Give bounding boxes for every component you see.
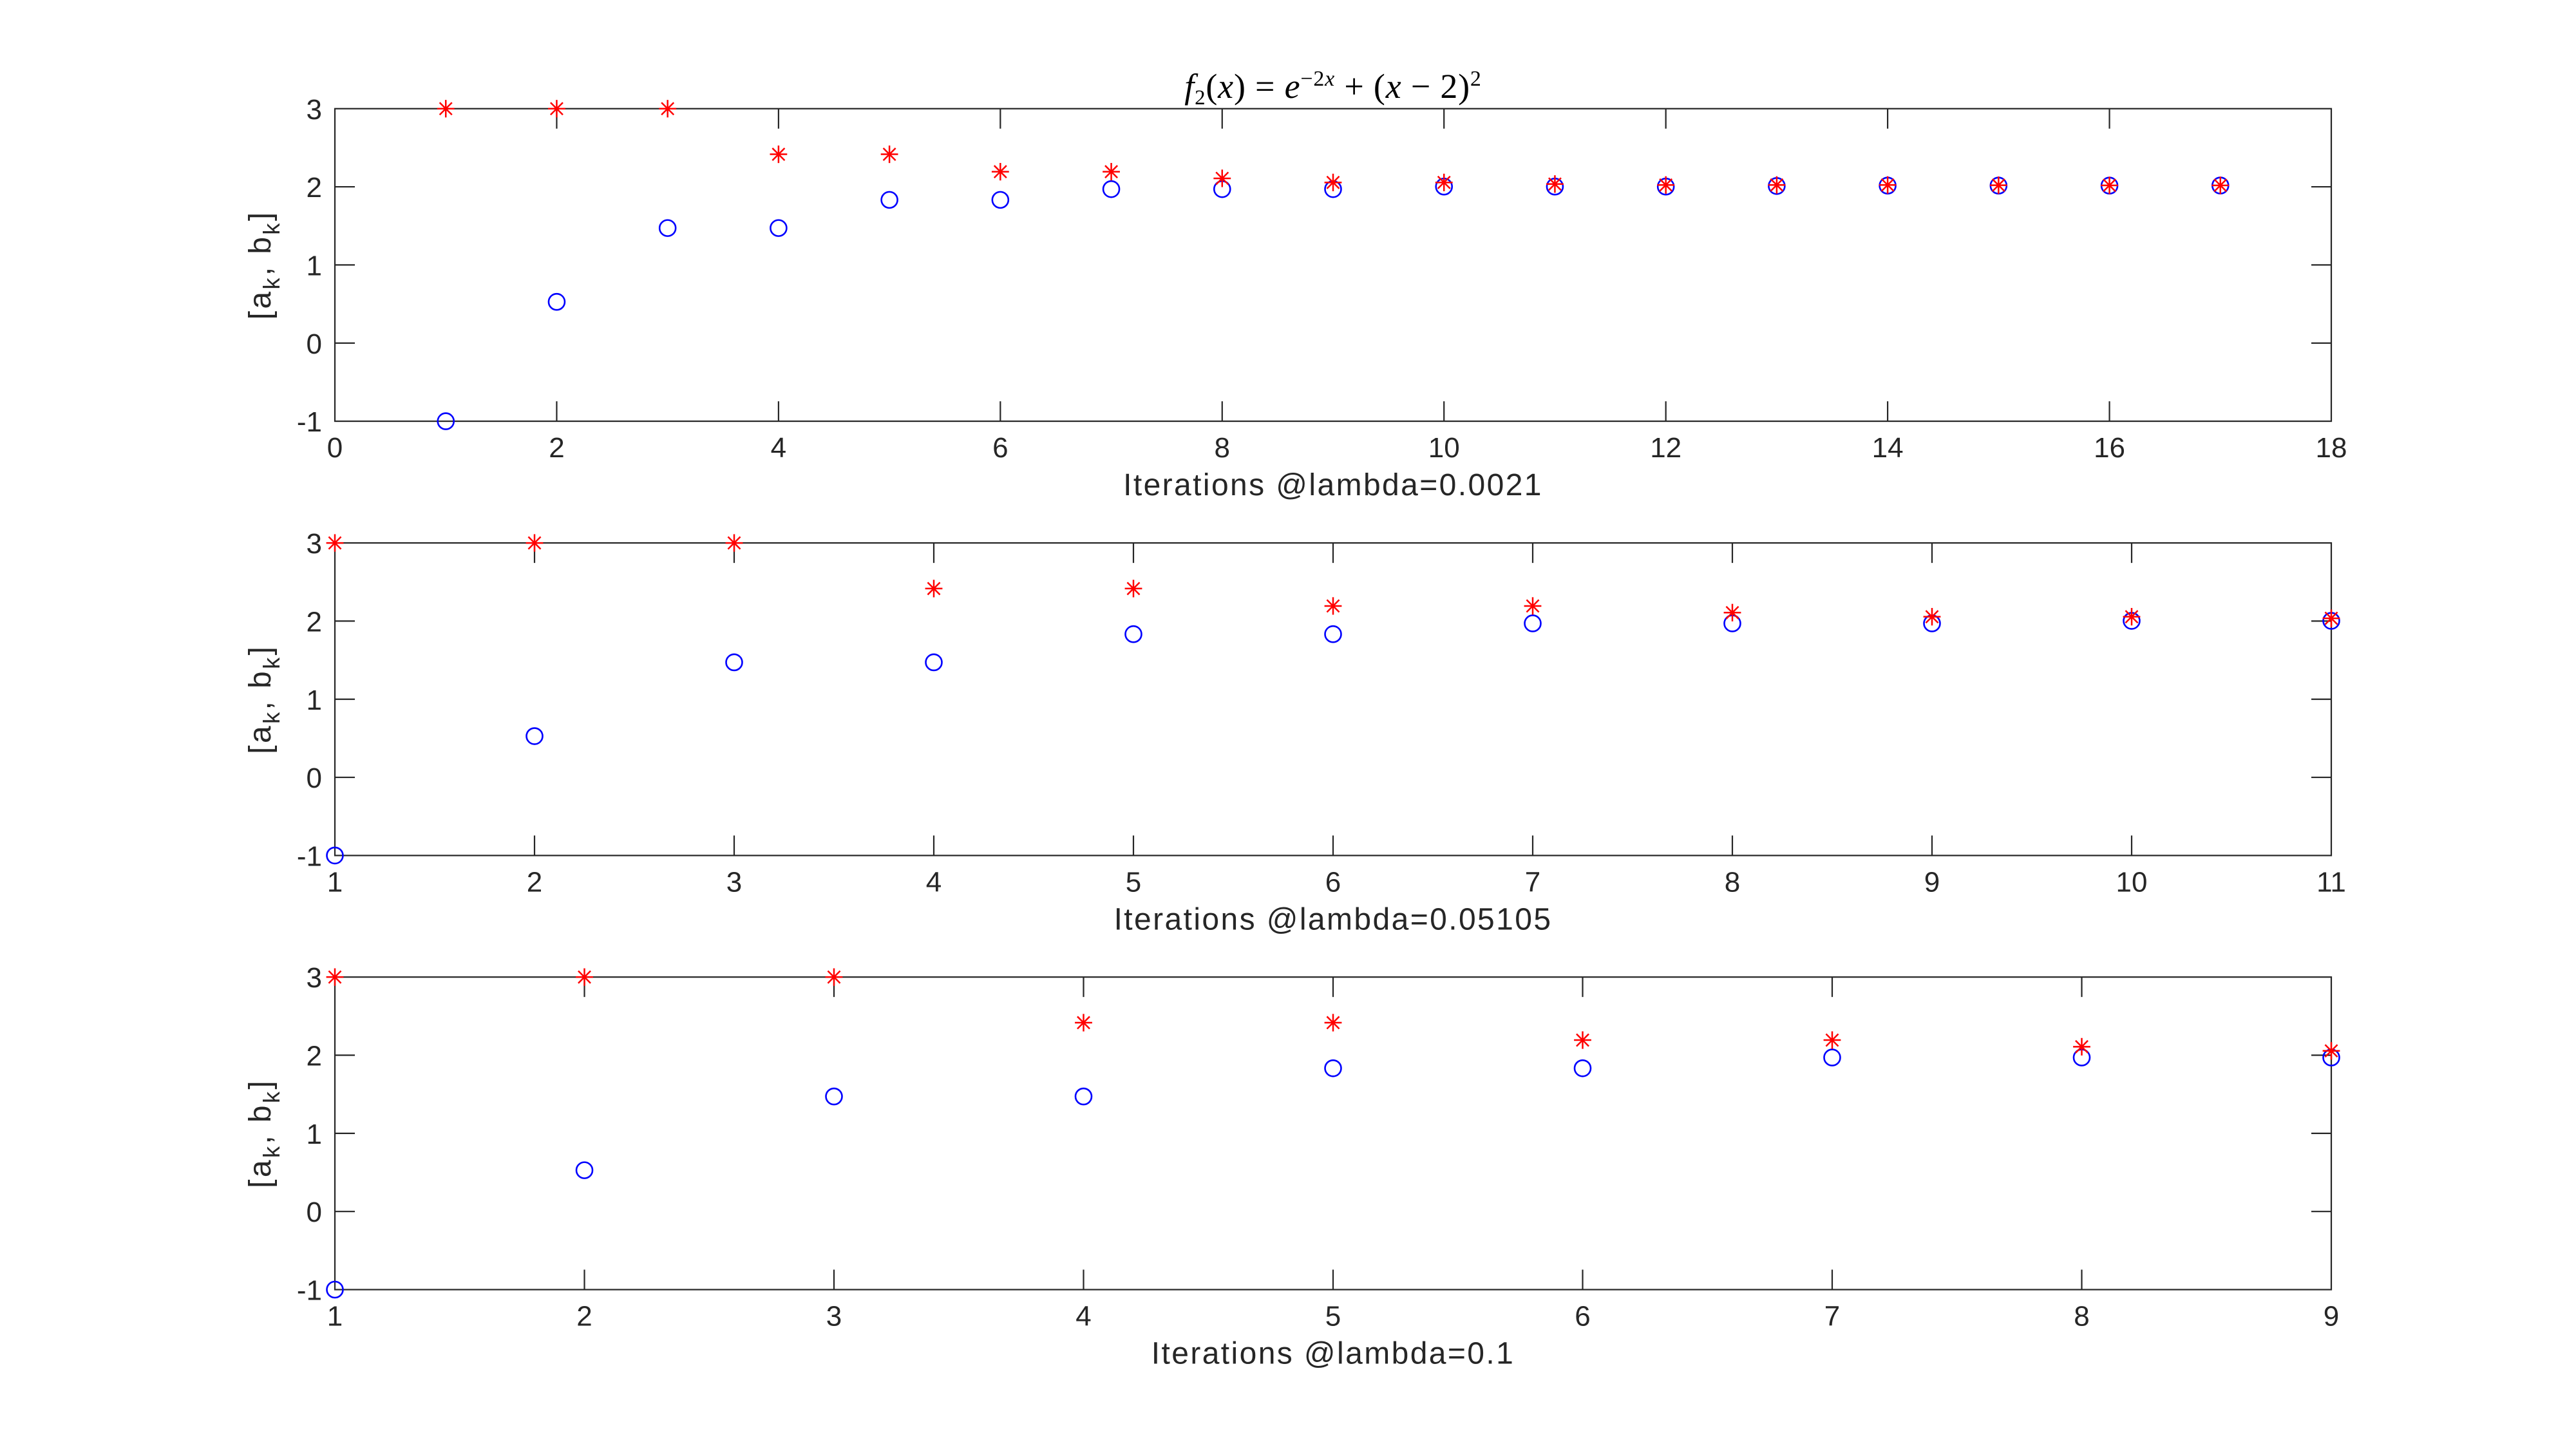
svg-text:8: 8 [1725, 866, 1740, 898]
svg-text:16: 16 [2094, 432, 2125, 464]
svg-text:9: 9 [2324, 1301, 2339, 1332]
svg-text:2: 2 [576, 1301, 592, 1332]
svg-text:6: 6 [992, 432, 1008, 464]
svg-text:3: 3 [826, 1301, 842, 1332]
svg-text:8: 8 [2074, 1301, 2089, 1332]
svg-text:1: 1 [307, 1119, 322, 1150]
svg-text:5: 5 [1126, 866, 1141, 898]
svg-text:12: 12 [1650, 432, 1681, 464]
svg-text:1: 1 [307, 250, 322, 281]
svg-text:6: 6 [1575, 1301, 1590, 1332]
svg-text:7: 7 [1824, 1301, 1840, 1332]
svg-text:2: 2 [307, 606, 322, 638]
svg-text:Iterations @lambda=0.05105: Iterations @lambda=0.05105 [1114, 902, 1553, 936]
svg-text:0: 0 [307, 1197, 322, 1228]
svg-text:5: 5 [1325, 1301, 1341, 1332]
svg-text:7: 7 [1525, 866, 1540, 898]
svg-text:3: 3 [307, 528, 322, 560]
svg-text:11: 11 [2316, 866, 2346, 898]
svg-text:3: 3 [307, 962, 322, 994]
svg-text:2: 2 [307, 1041, 322, 1072]
svg-text:-1: -1 [297, 406, 322, 438]
svg-text:Iterations @lambda=0.0021: Iterations @lambda=0.0021 [1123, 468, 1543, 502]
svg-text:6: 6 [1325, 866, 1341, 898]
svg-text:4: 4 [1075, 1301, 1091, 1332]
svg-text:0: 0 [327, 432, 343, 464]
svg-text:10: 10 [2116, 866, 2148, 898]
svg-text:3: 3 [307, 94, 322, 126]
svg-text:2: 2 [549, 432, 564, 464]
svg-text:4: 4 [926, 866, 942, 898]
svg-text:2: 2 [307, 172, 322, 204]
svg-text:10: 10 [1428, 432, 1460, 464]
svg-text:4: 4 [771, 432, 786, 464]
svg-text:8: 8 [1215, 432, 1230, 464]
svg-text:1: 1 [327, 1301, 343, 1332]
svg-text:3: 3 [726, 866, 742, 898]
svg-text:-1: -1 [297, 840, 322, 872]
svg-text:14: 14 [1872, 432, 1904, 464]
svg-text:9: 9 [1924, 866, 1940, 898]
svg-text:2: 2 [527, 866, 542, 898]
svg-text:18: 18 [2316, 432, 2347, 464]
svg-text:-1: -1 [297, 1275, 322, 1307]
svg-text:0: 0 [307, 762, 322, 794]
svg-text:0: 0 [307, 328, 322, 360]
svg-text:1: 1 [307, 685, 322, 716]
svg-text:1: 1 [327, 866, 343, 898]
svg-text:Iterations @lambda=0.1: Iterations @lambda=0.1 [1151, 1337, 1515, 1371]
